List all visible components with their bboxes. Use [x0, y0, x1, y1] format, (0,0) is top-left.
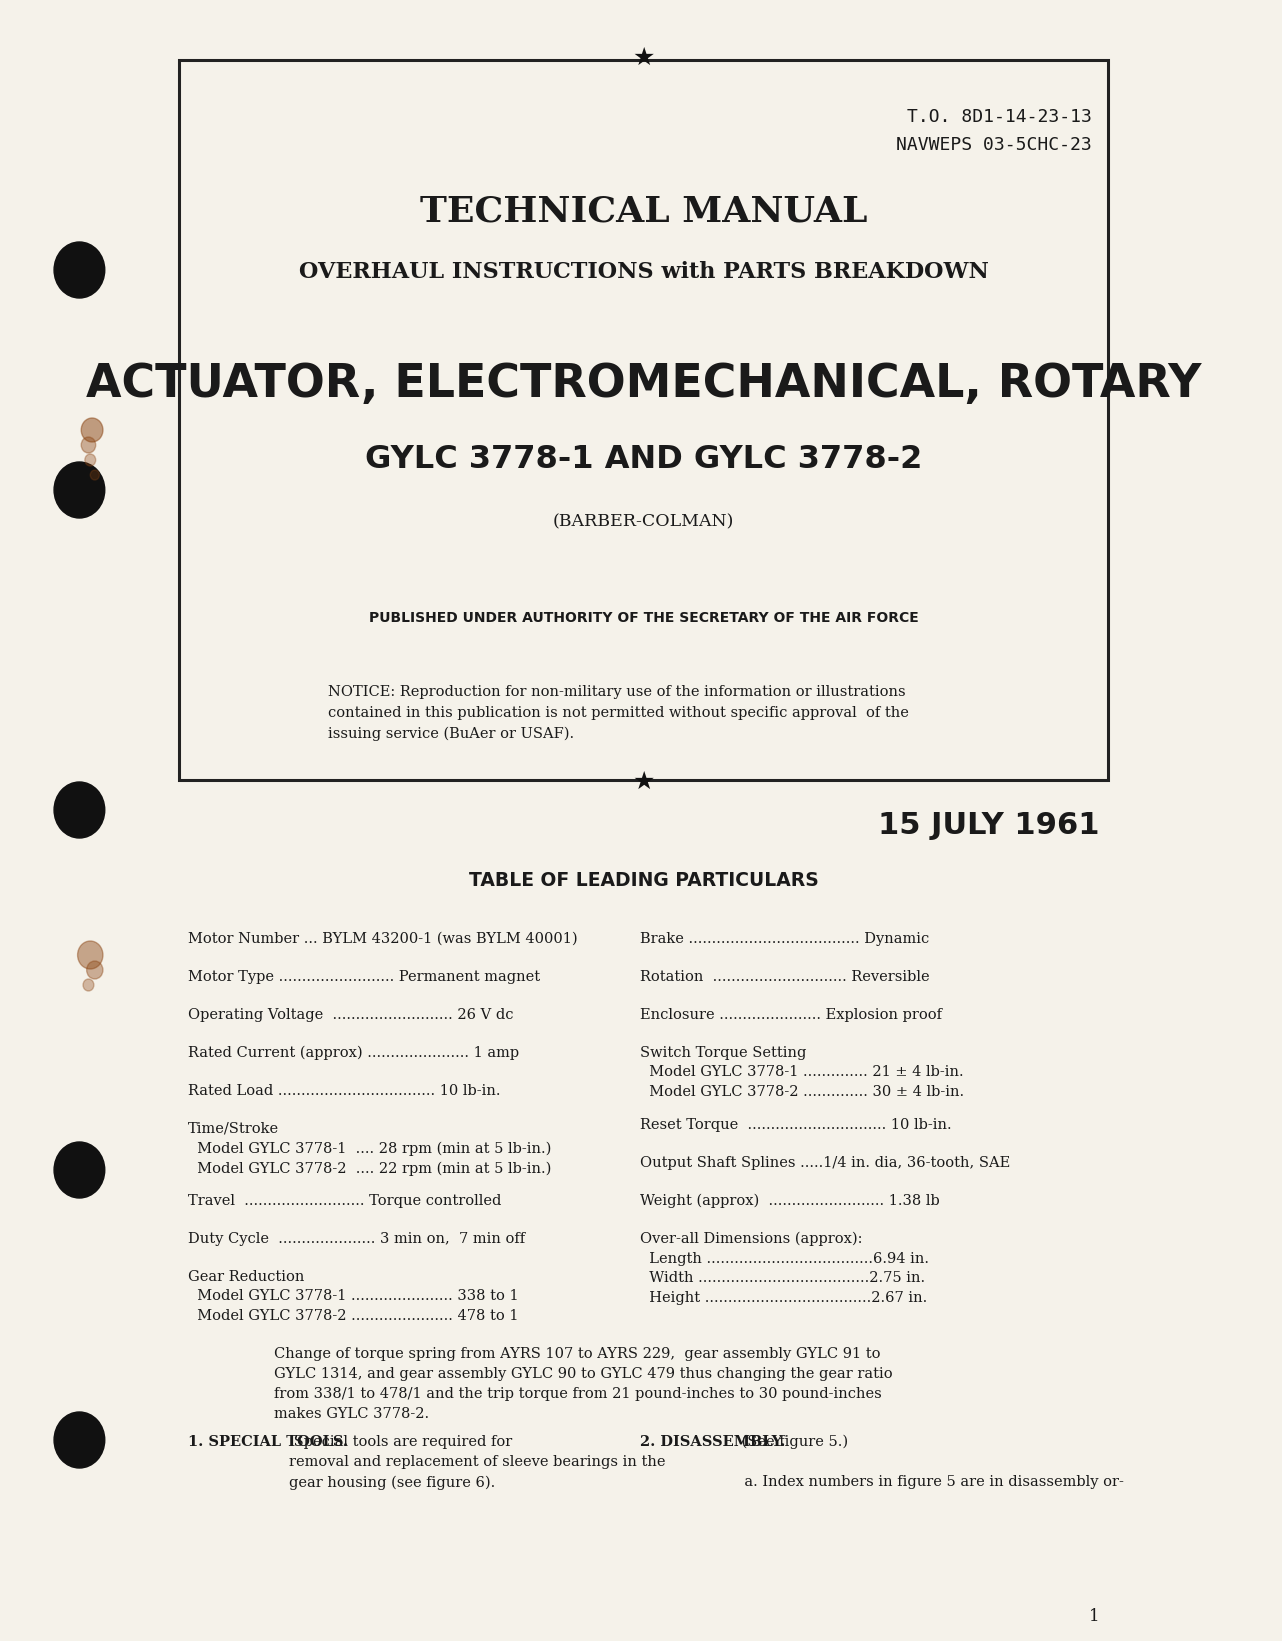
- Text: Output Shaft Splines .....1/4 in. dia, 36-tooth, SAE: Output Shaft Splines .....1/4 in. dia, 3…: [641, 1155, 1010, 1170]
- Circle shape: [83, 980, 94, 991]
- Circle shape: [54, 783, 105, 839]
- Circle shape: [81, 437, 96, 453]
- Text: Time/Stroke
  Model GYLC 3778-1  .... 28 rpm (min at 5 lb-in.)
  Model GYLC 3778: Time/Stroke Model GYLC 3778-1 .... 28 rp…: [188, 1122, 551, 1177]
- Text: Switch Torque Setting
  Model GYLC 3778-1 .............. 21 ± 4 lb-in.
  Model G: Switch Torque Setting Model GYLC 3778-1 …: [641, 1045, 964, 1099]
- Text: Travel  .......................... Torque controlled: Travel .......................... Torque…: [188, 1195, 501, 1208]
- Bar: [179, 61, 1109, 779]
- Text: ★: ★: [632, 46, 655, 71]
- Text: Motor Number ... BYLM 43200-1 (was BYLM 40001): Motor Number ... BYLM 43200-1 (was BYLM …: [188, 932, 578, 945]
- Text: TABLE OF LEADING PARTICULARS: TABLE OF LEADING PARTICULARS: [469, 870, 818, 889]
- Text: Rated Load .................................. 10 lb-in.: Rated Load .............................…: [188, 1085, 500, 1098]
- Text: 1. SPECIAL TOOLS.: 1. SPECIAL TOOLS.: [188, 1434, 347, 1449]
- Text: PUBLISHED UNDER AUTHORITY OF THE SECRETARY OF THE AIR FORCE: PUBLISHED UNDER AUTHORITY OF THE SECRETA…: [369, 610, 918, 625]
- Circle shape: [78, 940, 103, 968]
- Circle shape: [85, 455, 96, 466]
- Text: OVERHAUL INSTRUCTIONS with PARTS BREAKDOWN: OVERHAUL INSTRUCTIONS with PARTS BREAKDO…: [299, 261, 988, 282]
- Text: Enclosure ...................... Explosion proof: Enclosure ...................... Explosi…: [641, 1008, 942, 1022]
- Text: Change of torque spring from AYRS 107 to AYRS 229,  gear assembly GYLC 91 to
GYL: Change of torque spring from AYRS 107 to…: [274, 1347, 892, 1421]
- Text: TECHNICAL MANUAL: TECHNICAL MANUAL: [420, 195, 868, 230]
- Text: Rated Current (approx) ...................... 1 amp: Rated Current (approx) .................…: [188, 1045, 519, 1060]
- Circle shape: [81, 418, 103, 441]
- Text: NAVWEPS 03-5CHC-23: NAVWEPS 03-5CHC-23: [896, 136, 1092, 154]
- Circle shape: [54, 241, 105, 299]
- Text: NOTICE: Reproduction for non-military use of the information or illustrations
co: NOTICE: Reproduction for non-military us…: [328, 684, 909, 740]
- Text: Brake ..................................... Dynamic: Brake ..................................…: [641, 932, 929, 945]
- Circle shape: [90, 469, 99, 481]
- Text: ★: ★: [632, 770, 655, 794]
- Text: ACTUATOR, ELECTROMECHANICAL, ROTARY: ACTUATOR, ELECTROMECHANICAL, ROTARY: [86, 363, 1201, 407]
- Text: Special tools are required for
removal and replacement of sleeve bearings in the: Special tools are required for removal a…: [290, 1434, 665, 1490]
- Text: (BARBER-COLMAN): (BARBER-COLMAN): [553, 514, 735, 530]
- Text: Operating Voltage  .......................... 26 V dc: Operating Voltage ......................…: [188, 1008, 514, 1022]
- Text: Over-all Dimensions (approx):
  Length ....................................6.94 : Over-all Dimensions (approx): Length ...…: [641, 1232, 929, 1305]
- Text: (See figure 5.)

 a. Index numbers in figure 5 are in disassembly or-: (See figure 5.) a. Index numbers in figu…: [737, 1434, 1124, 1490]
- Text: Rotation  ............................. Reversible: Rotation ............................. R…: [641, 970, 931, 985]
- Text: Gear Reduction
  Model GYLC 3778-1 ...................... 338 to 1
  Model GYLC : Gear Reduction Model GYLC 3778-1 .......…: [188, 1270, 519, 1323]
- Circle shape: [54, 463, 105, 519]
- Text: GYLC 3778-1 AND GYLC 3778-2: GYLC 3778-1 AND GYLC 3778-2: [365, 445, 922, 476]
- Text: Duty Cycle  ..................... 3 min on,  7 min off: Duty Cycle ..................... 3 min o…: [188, 1232, 526, 1246]
- Text: T.O. 8D1-14-23-13: T.O. 8D1-14-23-13: [908, 108, 1092, 126]
- Text: 15 JULY 1961: 15 JULY 1961: [878, 811, 1100, 840]
- Circle shape: [54, 1142, 105, 1198]
- Text: Weight (approx)  ......................... 1.38 lb: Weight (approx) ........................…: [641, 1195, 940, 1208]
- Text: 1: 1: [1088, 1608, 1100, 1625]
- Text: Motor Type ......................... Permanent magnet: Motor Type ......................... Per…: [188, 970, 540, 985]
- Text: Reset Torque  .............................. 10 lb-in.: Reset Torque ...........................…: [641, 1118, 953, 1132]
- Circle shape: [87, 962, 103, 980]
- Circle shape: [54, 1411, 105, 1469]
- Text: 2. DISASSEMBLY.: 2. DISASSEMBLY.: [641, 1434, 786, 1449]
